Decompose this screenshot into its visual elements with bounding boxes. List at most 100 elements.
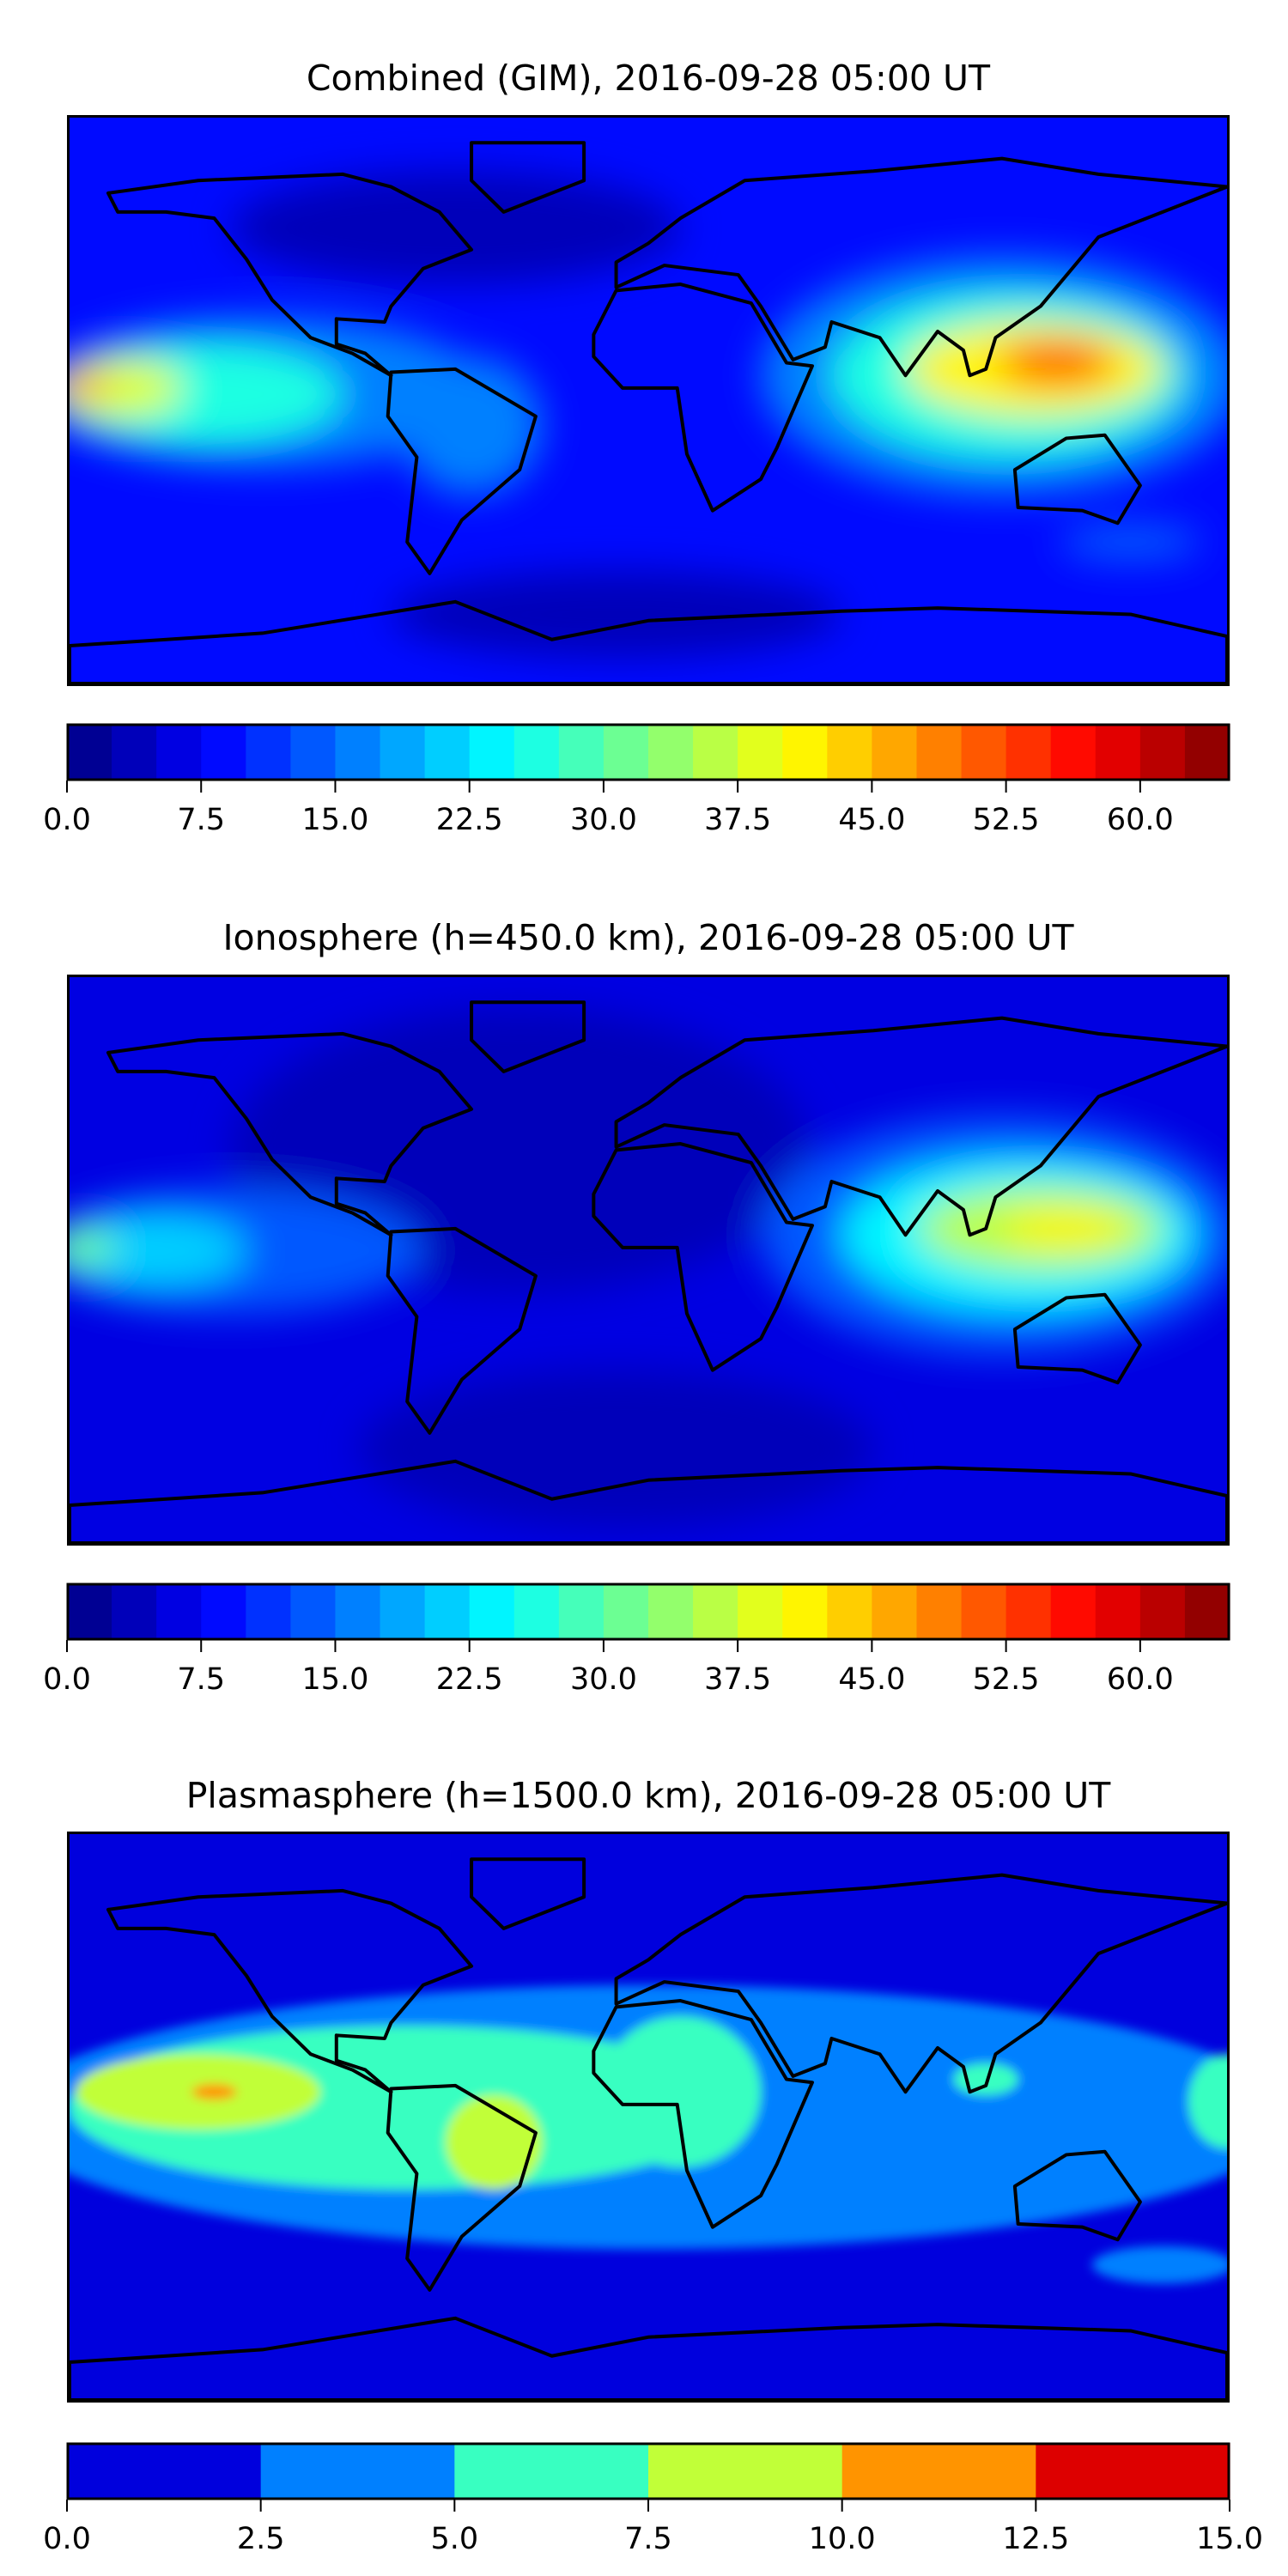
coastline-greenland xyxy=(470,1857,586,1930)
colorbar-frame xyxy=(66,723,1230,781)
colorbar-tick-label: 30.0 xyxy=(570,1662,637,1697)
colorbar-bin xyxy=(827,1583,872,1640)
field-contour xyxy=(1060,523,1202,562)
colorbar-bin xyxy=(112,724,157,781)
field-contour xyxy=(359,1370,874,1528)
colorbar-bin xyxy=(603,1583,649,1640)
field-contour xyxy=(191,2084,237,2100)
colorbar-bin xyxy=(201,1583,246,1640)
colorbar-tick-label: 0.0 xyxy=(43,1662,91,1697)
colorbar-tick-label: 45.0 xyxy=(838,803,905,837)
coastline-north-america xyxy=(106,172,474,378)
coastline-australia xyxy=(1012,1292,1142,1385)
colorbar-bin xyxy=(827,724,872,781)
coastline-eurasia xyxy=(614,156,1227,378)
coastline-south-america xyxy=(386,367,538,575)
field-contour xyxy=(230,171,681,285)
colorbar-bin xyxy=(558,724,605,781)
colorbar-frame xyxy=(66,2442,1230,2500)
colorbar-bin xyxy=(648,2443,843,2500)
colorbar-bin xyxy=(290,1583,337,1640)
field-contour xyxy=(1188,2054,1227,2149)
colorbar-bin xyxy=(1184,724,1230,781)
colorbar-bin xyxy=(916,724,963,781)
colorbar-tick-label: 60.0 xyxy=(1107,803,1174,837)
colorbar-frame xyxy=(66,1583,1230,1641)
field-contour xyxy=(70,1212,246,1289)
field-contour xyxy=(1001,1209,1131,1248)
colorbar-bin xyxy=(738,724,783,781)
colorbar-bin xyxy=(335,1583,381,1640)
colorbar-tick-label: 15.0 xyxy=(301,803,368,837)
colorbar-tick-label: 22.5 xyxy=(436,803,503,837)
colorbar-tick-label: 7.5 xyxy=(624,2522,672,2556)
colorbar-bin xyxy=(648,724,694,781)
coastline-australia xyxy=(1012,433,1142,526)
colorbar-bin xyxy=(1095,1583,1141,1640)
colorbar-bin xyxy=(648,1583,694,1640)
field-contour xyxy=(1091,2245,1227,2284)
coastline-antarctica xyxy=(70,599,1227,683)
field-contour xyxy=(446,2094,543,2190)
coastline-eurasia xyxy=(614,1873,1227,2094)
coastline-antarctica xyxy=(70,1459,1227,1543)
coastline-greenland xyxy=(470,141,586,214)
colorbar-bin xyxy=(246,1583,291,1640)
colorbar-tick-label: 12.5 xyxy=(1002,2522,1069,2556)
colorbar-bin xyxy=(380,1583,426,1640)
colorbar-bin xyxy=(1036,2443,1230,2500)
colorbar-bin xyxy=(513,724,560,781)
field-contour xyxy=(70,372,108,404)
colorbar-tick-label: 30.0 xyxy=(570,803,637,837)
colorbar-bin xyxy=(454,2443,649,2500)
colorbar-bin xyxy=(916,1583,963,1640)
colorbar-tick-label: 2.5 xyxy=(237,2522,285,2556)
map-combined xyxy=(67,115,1230,686)
title-plasmasphere: Plasmasphere (h=1500.0 km), 2016-09-28 0… xyxy=(185,1775,1111,1816)
coastline-antarctica xyxy=(70,2316,1227,2400)
field-contour xyxy=(599,2016,762,2168)
coastlines xyxy=(70,1857,1227,2400)
coastline-africa xyxy=(592,283,814,513)
field-contour xyxy=(391,570,841,659)
colorbar-bin xyxy=(872,1583,918,1640)
coastline-north-america xyxy=(106,1888,474,2094)
coastline-eurasia xyxy=(614,1016,1227,1237)
coastline-australia xyxy=(1012,2149,1142,2242)
colorbar-bin xyxy=(782,724,828,781)
colorbar-bin xyxy=(67,1583,112,1640)
colorbar-bin xyxy=(841,2443,1036,2500)
field-contour xyxy=(999,340,1115,386)
colorbar-bin xyxy=(1050,1583,1097,1640)
colorbar-bin xyxy=(424,724,471,781)
colorbar-tick-label: 10.0 xyxy=(809,2522,876,2556)
field-contour xyxy=(70,359,183,416)
colorbar-bin xyxy=(961,1583,1007,1640)
colorbar-bin xyxy=(112,1583,157,1640)
coastlines xyxy=(70,141,1227,683)
colorbar-tick-label: 22.5 xyxy=(436,1662,503,1697)
colorbar-bin xyxy=(961,724,1007,781)
title-combined: Combined (GIM), 2016-09-28 05:00 UT xyxy=(306,58,991,99)
colorbar-tick-label: 37.5 xyxy=(704,1662,771,1697)
colorbar-tick-label: 37.5 xyxy=(704,803,771,837)
colorbar-bin xyxy=(156,1583,202,1640)
colorbar-bin xyxy=(67,724,112,781)
coastline-south-america xyxy=(386,1226,538,1435)
map-plasmasphere xyxy=(67,1832,1230,2403)
colorbar-ionosphere: 0.0 7.5 15.0 22.5 30.0 37.5 45.0 52.5 60.0 xyxy=(43,1583,1230,1697)
colorbar-bin xyxy=(1139,1583,1186,1640)
title-ionosphere: Ionosphere (h=450.0 km), 2016-09-28 05:0… xyxy=(222,917,1074,958)
colorbar-tick-label: 45.0 xyxy=(838,1662,905,1697)
colorbar-bin xyxy=(1050,724,1097,781)
colorbar-tick-label: 7.5 xyxy=(177,803,225,837)
coastlines xyxy=(70,1000,1227,1543)
colorbar-bin xyxy=(558,1583,605,1640)
field-contour xyxy=(70,1228,115,1267)
colorbar-plasmasphere: 0.0 2.5 5.0 7.5 10.0 12.5 15.0 xyxy=(43,2442,1263,2556)
colorbar-bin xyxy=(469,1583,515,1640)
colorbar-bin xyxy=(1139,724,1186,781)
coastline-south-america xyxy=(386,2083,538,2292)
colorbar-bin xyxy=(260,2443,455,2500)
colorbar-combined: 0.0 7.5 15.0 22.5 30.0 37.5 45.0 52.5 60.0 xyxy=(43,723,1230,837)
